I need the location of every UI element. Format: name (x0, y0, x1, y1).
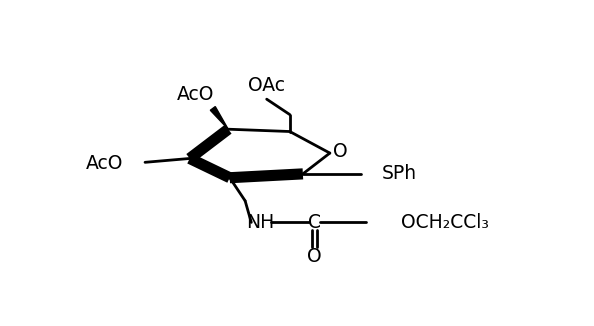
Text: AcO: AcO (176, 85, 214, 104)
Text: NH: NH (247, 213, 274, 232)
Text: C: C (308, 213, 321, 232)
Text: O: O (307, 247, 322, 266)
Text: OAc: OAc (248, 76, 285, 95)
Text: O: O (333, 142, 347, 161)
Polygon shape (210, 107, 228, 129)
Text: SPh: SPh (382, 164, 418, 183)
Text: OCH₂CCl₃: OCH₂CCl₃ (401, 213, 489, 232)
Text: AcO: AcO (86, 154, 124, 173)
